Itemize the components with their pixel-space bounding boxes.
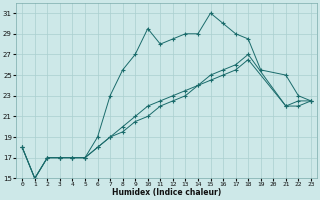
X-axis label: Humidex (Indice chaleur): Humidex (Indice chaleur) (112, 188, 221, 197)
